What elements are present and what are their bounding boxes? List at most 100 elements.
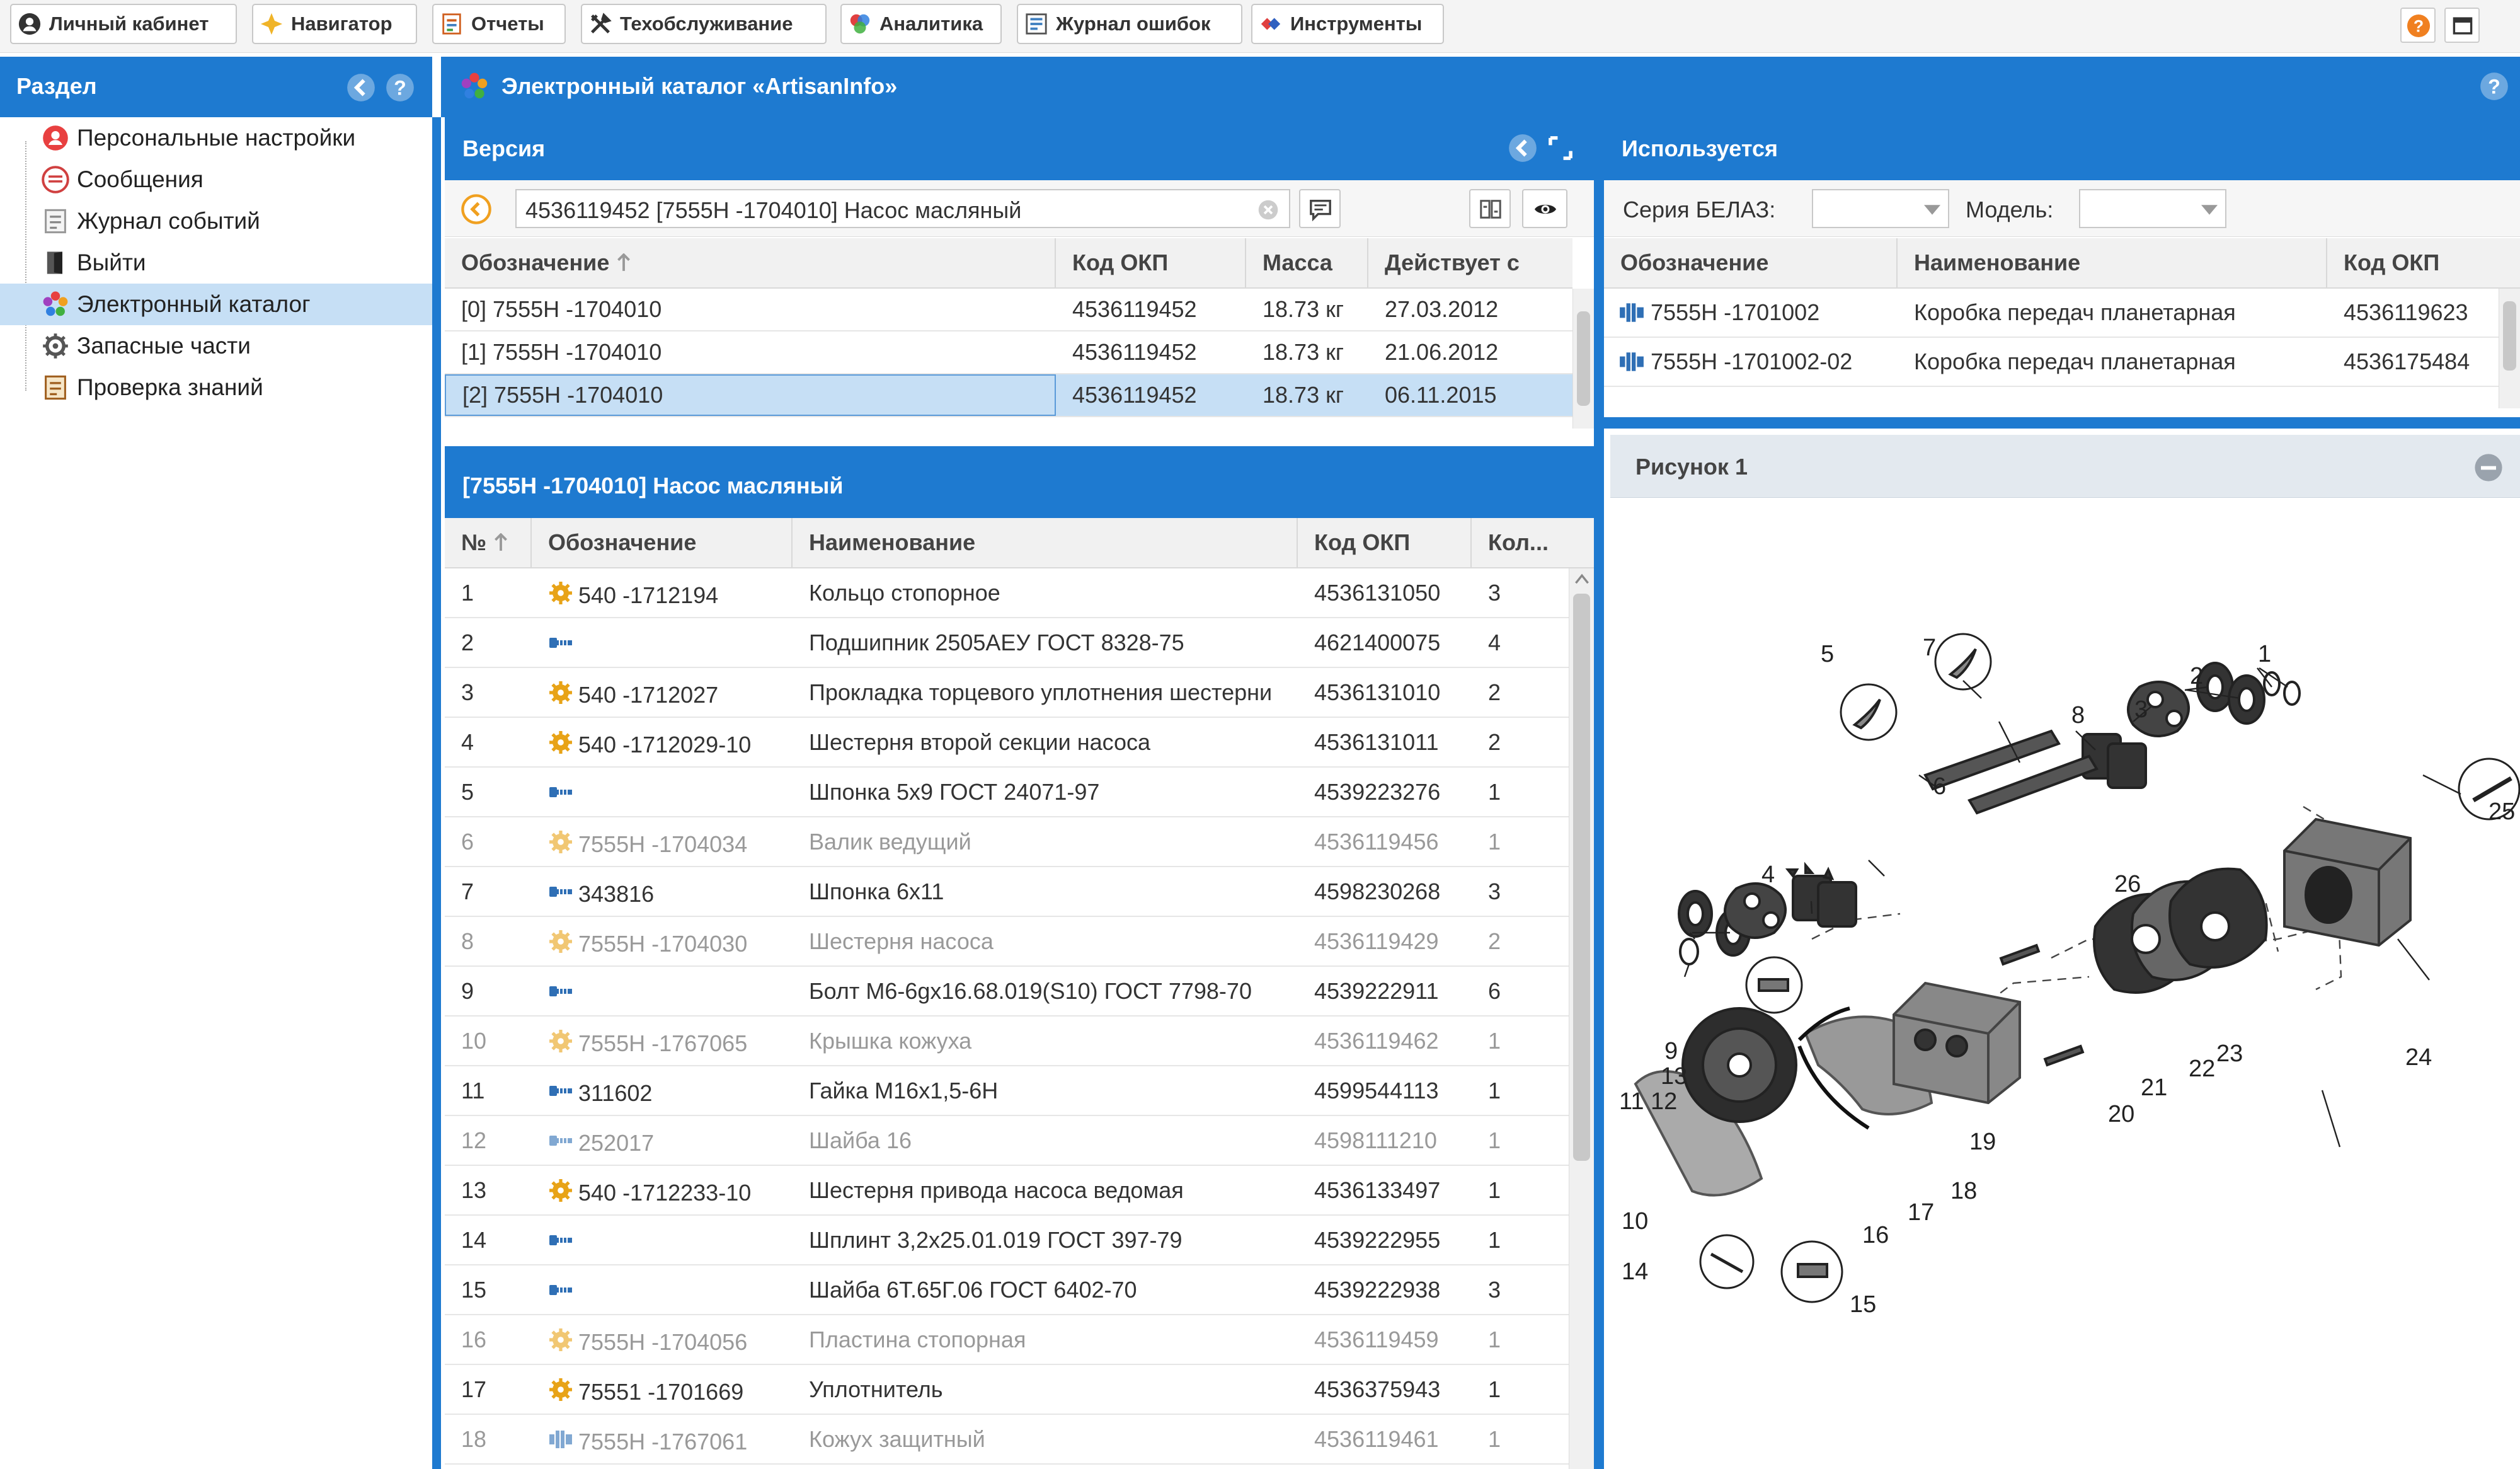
table-row[interactable]: 7555H -1701002-02 Коробка передач планет… (1604, 338, 2499, 387)
table-row[interactable]: 12 252017 Шайба 16 4598111210 1 (445, 1116, 1569, 1166)
cell-okp: 4536131011 (1314, 729, 1439, 755)
sidebar-item-messages[interactable]: Сообщения (0, 159, 432, 200)
collapse-minus-icon[interactable] (2473, 452, 2504, 483)
vertical-splitter[interactable] (1594, 117, 1604, 1469)
table-row[interactable]: 1 540 -1712194 Кольцо стопорное 4536131050 3 (445, 568, 1569, 618)
table-row[interactable]: 16 7555H -1704056 Пластина стопорная 453611… (445, 1315, 1569, 1365)
view-button[interactable] (1522, 189, 1567, 228)
scroll-up-icon[interactable] (1574, 572, 1589, 585)
personal-account-button[interactable]: Личный кабинет (10, 4, 237, 44)
column-header-okp[interactable]: Код ОКП (1056, 238, 1246, 287)
table-row[interactable]: 4 540 -1712029-10 Шестерня второй секции н… (445, 718, 1569, 768)
cell-quantity: 1 (1488, 1177, 1501, 1203)
help-button[interactable]: ? (2400, 8, 2436, 43)
table-row[interactable]: 6 7555H -1704034 Валик ведущий 4536119456 1 (445, 817, 1569, 867)
table-row[interactable]: 10 7555H -1767065 Крышка кожуха 4536119462 1 (445, 1017, 1569, 1066)
version-search-input[interactable]: 4536119452 [7555H -1704010] Насос маслян… (515, 189, 1290, 228)
column-header-name[interactable]: Наименование (1898, 238, 2327, 287)
navigator-button[interactable]: Навигатор (252, 4, 417, 44)
table-row[interactable]: 5 Шпонка 5х9 ГОСТ 24071-97 4539223276 1 (445, 768, 1569, 817)
column-header-designation[interactable]: Обозначение (1604, 238, 1898, 287)
compare-button[interactable] (1469, 189, 1511, 228)
scrollbar-thumb[interactable] (1573, 594, 1590, 1161)
column-header-designation[interactable]: Обозначение (532, 518, 793, 567)
scrollbar-thumb[interactable] (1577, 311, 1590, 406)
column-header-okp[interactable]: Код ОКП (1298, 518, 1472, 567)
comment-button[interactable] (1299, 189, 1341, 228)
table-row[interactable]: 2 Подшипник 2505АЕУ ГОСТ 8328-75 462140007… (445, 618, 1569, 668)
bolt-part-icon (549, 637, 572, 648)
window-button[interactable] (2444, 8, 2480, 43)
sidebar-item-spare-parts[interactable]: Запасные части (0, 325, 432, 367)
model-label: Модель: (1966, 197, 2054, 222)
column-header-valid-from[interactable]: Действует с (1368, 238, 1572, 287)
back-icon[interactable] (461, 194, 491, 224)
collapse-left-icon[interactable] (346, 73, 375, 102)
instruments-button[interactable]: Инструменты (1251, 4, 1444, 44)
column-header-designation[interactable]: Обозначение (445, 238, 1056, 287)
clear-icon[interactable] (1257, 199, 1279, 221)
table-row[interactable]: 14 Шплинт 3,2х25.01.019 ГОСТ 397-79 453922… (445, 1216, 1569, 1265)
used-scrollbar[interactable] (2499, 289, 2520, 408)
table-row[interactable]: 7555H -1701002 Коробка передач планетарн… (1604, 289, 2499, 338)
sidebar-item-electronic-catalog[interactable]: Электронный каталог (0, 284, 432, 325)
version-scrollbar[interactable] (1572, 289, 1594, 429)
scrollbar-thumb[interactable] (2503, 301, 2516, 371)
error-log-button[interactable]: Журнал ошибок (1017, 4, 1242, 44)
maintenance-button[interactable]: Техобслуживание (581, 4, 827, 44)
collapse-icon[interactable] (1508, 134, 1537, 163)
table-row[interactable]: 7 343816 Шпонка 6х11 4598230268 3 (445, 867, 1569, 917)
cell-okp: 4536119456 (1314, 828, 1439, 855)
analytics-button[interactable]: Аналитика (840, 4, 1002, 44)
callout-label: 12 (1651, 1088, 1677, 1115)
table-row[interactable]: [1] 7555H -1704010 4536119452 18.73 кг 2… (445, 331, 1572, 374)
table-row[interactable]: [0] 7555H -1704010 4536119452 18.73 кг 2… (445, 289, 1572, 331)
version-panel-header: Версия (445, 117, 1594, 180)
column-label: Обозначение (461, 250, 610, 275)
bolt-part-icon (549, 1085, 572, 1096)
table-row[interactable]: 18 7555H -1767061 Кожух защитный 4536119461… (445, 1415, 1569, 1465)
cell-quantity: 1 (1488, 1027, 1501, 1054)
horizontal-splitter[interactable] (445, 446, 1594, 454)
table-row[interactable]: 9 Болт М6-6gх16.68.019(S10) ГОСТ 7798-70 4… (445, 967, 1569, 1017)
cell-okp: 4536119429 (1314, 928, 1439, 954)
reports-button[interactable]: Отчеты (432, 4, 566, 44)
used-filter-bar: Серия БЕЛАЗ: Модель: (1604, 180, 2520, 237)
table-row-selected[interactable]: [2] 7555H -1704010 4536119452 18.73 кг 0… (445, 374, 1572, 417)
column-header-mass[interactable]: Масса (1246, 238, 1368, 287)
table-row-partial[interactable] (1604, 387, 2499, 408)
cell-designation: 7555H -1701002-02 (1604, 338, 1898, 386)
table-row[interactable]: 15 Шайба 6Т.65Г.06 ГОСТ 6402-70 4539222938… (445, 1265, 1569, 1315)
sidebar-item-personal-settings[interactable]: Персональные настройки (0, 117, 432, 159)
gear-part-icon (549, 1328, 572, 1351)
model-select[interactable] (2079, 189, 2226, 228)
sidebar-item-knowledge-check[interactable]: Проверка знаний (0, 367, 432, 408)
cell-mass: 18.73 кг (1263, 339, 1344, 365)
callout-label: 26 (2114, 871, 2141, 897)
cell-okp: 4536119623 (2344, 299, 2468, 325)
parts-scrollbar[interactable] (1569, 568, 1594, 1469)
cell-okp: 4536119459 (1314, 1326, 1439, 1352)
column-header-number[interactable]: № (445, 518, 532, 567)
cell-name: Валик ведущий (809, 828, 971, 855)
sidebar-item-event-log[interactable]: Журнал событий (0, 200, 432, 242)
sidebar-item-exit[interactable]: Выйти (0, 242, 432, 284)
table-row[interactable]: 13 540 -1712233-10 Шестерня привода насоса… (445, 1166, 1569, 1216)
table-row-partial[interactable] (445, 417, 1572, 429)
table-row[interactable]: 8 7555H -1704030 Шестерня насоса 4536119429… (445, 917, 1569, 967)
figure-header: Рисунок 1 (1610, 435, 2520, 498)
right-horizontal-splitter[interactable] (1604, 417, 2520, 429)
sidebar-splitter[interactable] (432, 117, 441, 1469)
sidebar-help-icon[interactable]: ? (386, 73, 415, 102)
part-9-bolt (1745, 943, 2085, 1303)
column-header-name[interactable]: Наименование (793, 518, 1298, 567)
series-label: Серия БЕЛАЗ: (1623, 197, 1776, 222)
expand-icon[interactable] (1546, 134, 1575, 163)
main-help-icon[interactable]: ? (2480, 72, 2509, 101)
column-header-okp[interactable]: Код ОКП (2327, 238, 2520, 287)
series-select[interactable] (1812, 189, 1949, 228)
table-row[interactable]: 3 540 -1712027 Прокладка торцевого уплотне… (445, 668, 1569, 718)
table-row[interactable]: 17 75551 -1701669 Уплотнитель 4536375943 1 (445, 1365, 1569, 1415)
column-header-quantity[interactable]: Кол... (1472, 518, 1594, 567)
table-row[interactable]: 11 311602 Гайка М16х1,5-6Н 4599544113 1 (445, 1066, 1569, 1116)
